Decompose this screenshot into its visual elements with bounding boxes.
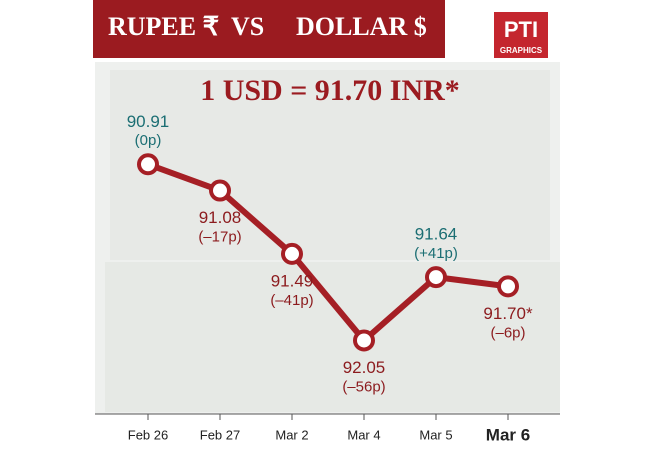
logo-caption: GRAPHICS — [500, 46, 543, 55]
point — [353, 329, 375, 352]
x-tick-label: Mar 6 — [486, 425, 530, 444]
x-tick-label: Mar 5 — [419, 427, 452, 442]
header-banner — [93, 0, 445, 58]
dollar-note — [105, 262, 560, 412]
change-label: (+41p) — [414, 245, 458, 262]
point — [497, 275, 519, 298]
x-tick-label: Feb 26 — [128, 427, 168, 442]
change-label: (0p) — [135, 132, 162, 149]
title-vs: VS — [231, 12, 264, 41]
x-tick-label: Feb 27 — [200, 427, 240, 442]
line — [146, 161, 509, 344]
title-rupee: RUPEE ₹ — [108, 12, 219, 41]
value-label: 90.91 — [127, 112, 170, 131]
logo: PTI — [504, 17, 538, 42]
logo-box — [494, 12, 548, 58]
change-label: (–17p) — [198, 229, 241, 246]
point — [137, 153, 159, 176]
x-tick-label: Mar 2 — [275, 427, 308, 442]
value-label: 92.05 — [343, 358, 386, 377]
value-label: 91.64 — [415, 225, 458, 244]
value-label: 91.49 — [271, 271, 314, 290]
change-label: (–56p) — [342, 378, 385, 395]
x-tick-label: Mar 4 — [347, 427, 380, 442]
subtitle: 1 USD = 91.70 INR* — [200, 74, 460, 107]
title-dollar: DOLLAR $ — [296, 12, 427, 41]
point — [281, 242, 303, 265]
change-label: (–41p) — [270, 292, 313, 309]
point — [425, 266, 447, 289]
point — [209, 179, 231, 202]
value-label: 91.70* — [483, 304, 533, 323]
change-label: (–6p) — [490, 324, 525, 341]
value-label: 91.08 — [199, 208, 242, 227]
rupee-note — [110, 70, 550, 260]
